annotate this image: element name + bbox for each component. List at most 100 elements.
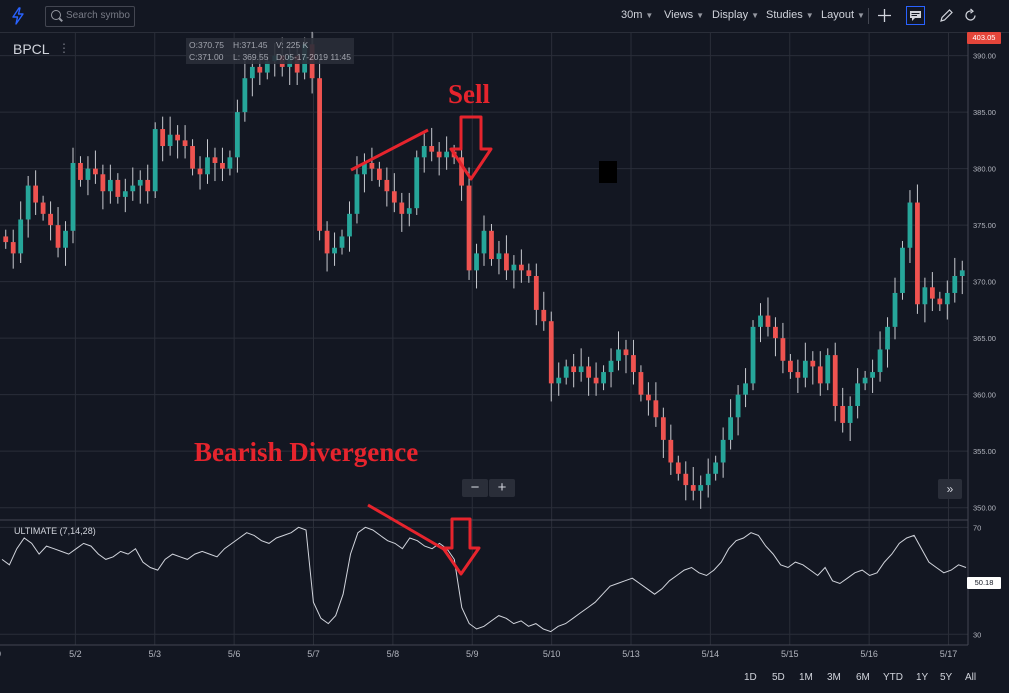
candle-body [922, 287, 928, 305]
double-chevron-right-icon: » [946, 482, 954, 496]
candle-body [526, 270, 532, 276]
refresh-icon[interactable] [963, 8, 978, 23]
price-tick-label: 360.00 [973, 391, 996, 400]
candle-body [100, 174, 106, 192]
more-options-icon[interactable]: ⋮ [58, 41, 70, 55]
range-button-1m[interactable]: 1M [799, 672, 813, 683]
candle-body [855, 383, 861, 406]
candle-body [608, 360, 614, 373]
candle-body [810, 360, 816, 367]
candle-body [660, 417, 666, 440]
candle-body [563, 366, 569, 378]
chat-icon[interactable] [906, 6, 925, 25]
candle-body [795, 372, 801, 378]
candle-body [556, 377, 562, 384]
candle-body [541, 309, 547, 322]
ohlc-low: L: 369.55 [233, 52, 269, 62]
views-menu[interactable]: Views ▼ [664, 9, 704, 21]
candle-body [264, 61, 270, 73]
candle-body [929, 287, 935, 299]
candle-body [907, 202, 913, 248]
top-toolbar: 30m▼ Views▼ Display▼ Studies▼ Layout▼ [0, 0, 1009, 33]
candle-body [915, 202, 920, 305]
candle-body [802, 360, 808, 378]
layout-menu[interactable]: Layout ▼ [821, 9, 865, 21]
interval-dropdown[interactable]: 30m ▼ [621, 9, 653, 21]
candle-body [518, 264, 524, 271]
bolt-icon[interactable] [10, 7, 26, 25]
candle-body [892, 292, 898, 327]
scroll-forward-button[interactable]: » [938, 479, 962, 499]
candle-body [735, 394, 741, 418]
studies-menu[interactable]: Studies ▼ [766, 9, 814, 21]
candle-body [70, 162, 76, 231]
search-input[interactable] [66, 8, 130, 23]
candle-body [212, 157, 218, 163]
candle-body [33, 185, 39, 203]
candle-body [115, 179, 121, 197]
oscillator-value-tag: 50.18 [967, 577, 1001, 589]
range-button-1y[interactable]: 1Y [916, 672, 929, 683]
candle-body [832, 355, 838, 406]
range-button-5d[interactable]: 5D [772, 672, 785, 683]
search-icon [51, 10, 61, 20]
crosshair-icon[interactable] [877, 8, 892, 23]
range-button-ytd[interactable]: YTD [883, 672, 903, 683]
time-tick-label: 30 [0, 649, 1, 659]
candle-body [773, 326, 778, 339]
candle-body [406, 208, 412, 214]
trend-line-price [350, 128, 429, 172]
display-menu[interactable]: Display ▼ [712, 9, 759, 21]
black-square-marker [599, 161, 617, 183]
candle-body [511, 264, 517, 271]
range-button-3m[interactable]: 3M [827, 672, 841, 683]
candle-body [130, 185, 136, 192]
candle-body [190, 146, 195, 169]
chevron-down-icon: ▼ [751, 11, 759, 20]
zoom-out-button[interactable]: − [462, 479, 488, 497]
candle-body [728, 417, 733, 440]
candle-body [668, 439, 674, 463]
candle-body [578, 366, 584, 373]
candle-body [324, 230, 330, 254]
candle-body [571, 366, 577, 373]
time-tick-label: 5/3 [148, 649, 161, 659]
candle-body [242, 78, 248, 113]
candle-body [107, 179, 113, 192]
zoom-in-button[interactable]: + [489, 479, 515, 497]
candle-body [347, 213, 352, 237]
pencil-icon[interactable] [939, 8, 954, 23]
candle-body [399, 202, 405, 214]
price-tick-label: 350.00 [973, 504, 996, 513]
range-button-5y[interactable]: 5Y [940, 672, 953, 683]
range-button-1d[interactable]: 1D [744, 672, 757, 683]
candle-body [496, 253, 502, 260]
candle-body [332, 247, 337, 254]
search-box[interactable] [45, 6, 135, 27]
symbol-name[interactable]: BPCL [13, 41, 50, 57]
candle-body [675, 462, 681, 474]
candle-body [429, 146, 435, 152]
toolbar-divider [868, 8, 869, 24]
candle-body [40, 202, 46, 214]
candle-body [504, 253, 509, 271]
time-tick-label: 5/17 [940, 649, 958, 659]
range-button-all[interactable]: All [965, 672, 977, 683]
candle-body [690, 485, 696, 491]
candle-body [25, 185, 31, 220]
price-tick-label: 375.00 [973, 221, 996, 230]
candle-body [713, 462, 719, 474]
candle-body [197, 168, 203, 175]
chevron-down-icon: ▼ [805, 11, 814, 20]
range-button-6m[interactable]: 6M [856, 672, 870, 683]
candle-body [48, 213, 53, 226]
chevron-down-icon: ▼ [857, 11, 865, 20]
candle-body [862, 377, 868, 384]
time-tick-label: 5/2 [69, 649, 82, 659]
candle-body [601, 372, 606, 384]
drawings [350, 115, 493, 576]
ultimate-oscillator-line [1, 526, 967, 633]
candle-body [235, 112, 240, 158]
candle-body [847, 405, 853, 423]
